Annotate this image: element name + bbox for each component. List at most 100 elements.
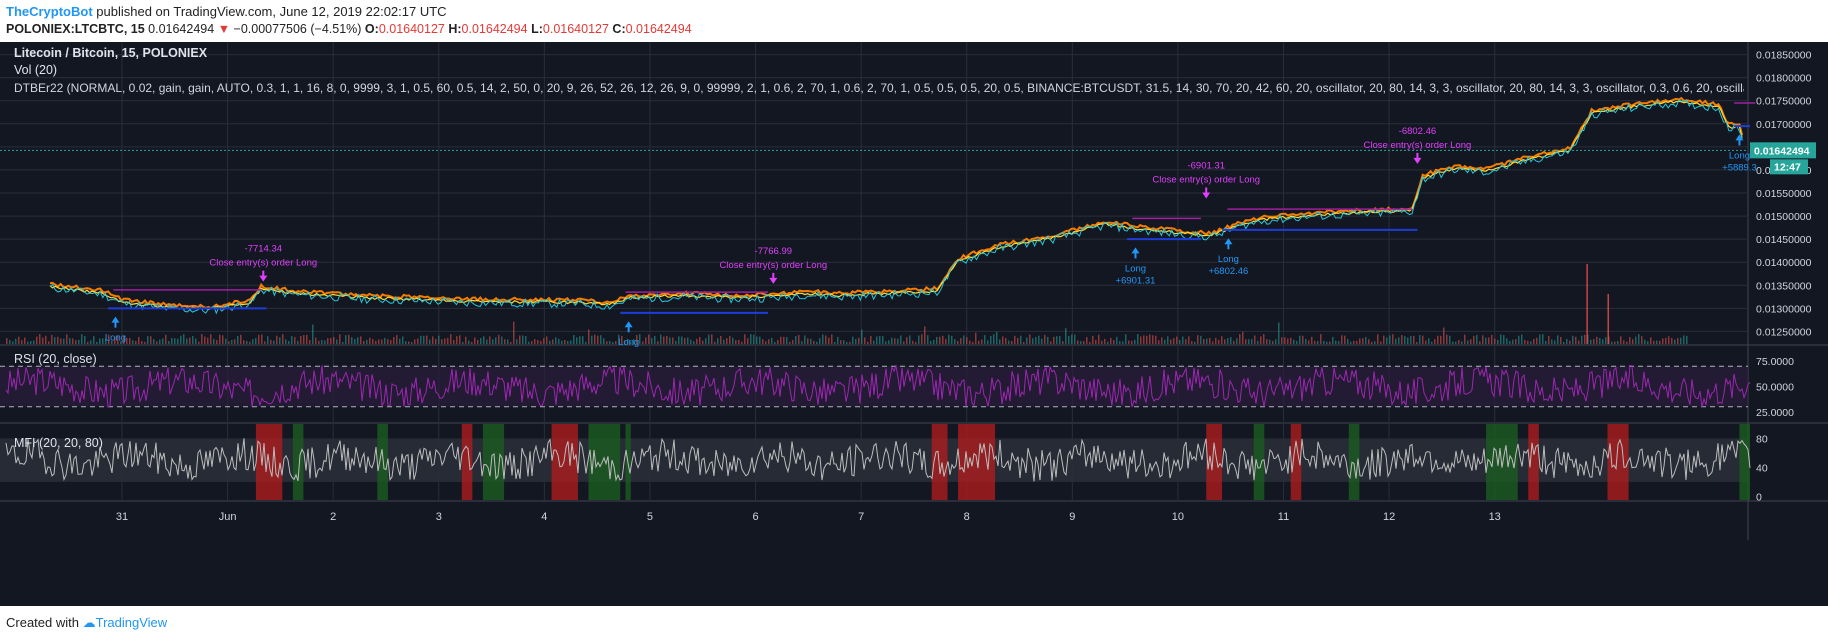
volume-bar — [1446, 334, 1448, 344]
volume-bar — [984, 335, 986, 344]
volume-bar — [498, 334, 500, 344]
volume-bar — [1368, 339, 1370, 344]
volume-bar — [471, 341, 473, 344]
volume-bar — [264, 341, 266, 344]
volume-bar — [960, 338, 962, 344]
mfi-oversold-band — [482, 424, 505, 500]
volume-bar — [237, 336, 239, 344]
volume-bar — [447, 337, 449, 344]
long-arrow-icon — [1224, 238, 1233, 250]
volume-bar — [735, 340, 737, 344]
volume-bar — [174, 338, 176, 344]
volume-bar — [1464, 334, 1466, 344]
volume-bar — [1650, 337, 1652, 344]
volume-bar — [1029, 334, 1031, 344]
volume-bar — [1272, 340, 1274, 344]
volume-bar — [1026, 337, 1028, 344]
volume-bar — [258, 334, 260, 344]
volume-bar — [1329, 341, 1331, 344]
volume-bar — [168, 341, 170, 344]
volume-bar — [489, 336, 491, 344]
volume-bar — [1569, 340, 1571, 344]
volume-bar — [1548, 335, 1550, 344]
volume-bar — [339, 334, 341, 344]
volume-bar — [849, 341, 851, 344]
volume-bar — [624, 341, 626, 344]
close-value: 0.01642494 — [625, 22, 692, 36]
chart-svg[interactable]: 31 Jun 2 3 4 5 6 7 8 9 10 11 12 13 0.01850000 0.0180000… — [0, 42, 1828, 606]
volume-bar — [222, 335, 224, 344]
volume-bar — [1113, 340, 1115, 344]
volume-bar — [915, 341, 917, 344]
volume-bar — [420, 335, 422, 344]
volume-bar — [1365, 336, 1367, 344]
volume-bar — [1614, 341, 1616, 344]
volume-bar — [15, 338, 17, 344]
mfi-overbought-band — [1528, 424, 1539, 500]
volume-bar — [6, 338, 8, 344]
volume-bar — [477, 339, 479, 344]
volume-bar — [396, 335, 398, 344]
symbol-label: POLONIEX:LTCBTC, 15 — [6, 22, 145, 36]
price-tick-label: 0.01350000 — [1756, 280, 1812, 292]
volume-bar — [1059, 336, 1061, 344]
volume-bar — [147, 336, 149, 344]
volume-bar — [912, 340, 914, 344]
price-tick-label: 0.01500000 — [1756, 211, 1812, 223]
volume-bar — [990, 335, 992, 344]
volume-bar — [1314, 340, 1316, 344]
volume-bar — [360, 336, 362, 344]
volume-bar — [96, 341, 98, 344]
rsi-pane-title[interactable]: RSI (20, close) — [14, 352, 97, 366]
volume-bar — [348, 334, 350, 344]
volume-bar — [354, 339, 356, 344]
volume-study-title[interactable]: Vol (20) — [14, 63, 58, 77]
mfi-overbought-band — [1290, 424, 1302, 500]
volume-bar — [195, 338, 197, 344]
tradingview-link[interactable]: TradingView — [95, 615, 168, 630]
volume-bar — [1641, 336, 1643, 344]
price-tick-label: 0.01300000 — [1756, 303, 1812, 315]
volume-bar — [1461, 341, 1463, 344]
publisher-name[interactable]: TheCryptoBot — [6, 4, 93, 19]
volume-bar — [366, 339, 368, 344]
volume-bar — [1383, 335, 1385, 344]
volume-bar — [543, 338, 545, 344]
volume-bar — [975, 332, 977, 344]
price-tick-label: 0.01750000 — [1756, 96, 1812, 108]
volume-spike-bar — [1586, 264, 1588, 344]
volume-bar — [1185, 339, 1187, 344]
volume-bar — [390, 339, 392, 344]
volume-bar — [936, 336, 938, 344]
volume-bar — [1335, 340, 1337, 344]
volume-bar — [654, 335, 656, 344]
volume-bar — [99, 338, 101, 344]
volume-bar — [1401, 335, 1403, 344]
volume-bar — [342, 341, 344, 344]
volume-bar — [1239, 334, 1241, 344]
volume-bar — [297, 340, 299, 344]
volume-bar — [1554, 340, 1556, 344]
volume-bar — [225, 338, 227, 344]
volume-bar — [60, 338, 62, 344]
volume-bar — [1347, 338, 1349, 344]
volume-bar — [1659, 340, 1661, 344]
volume-bar — [651, 337, 653, 344]
volume-bar — [57, 336, 59, 344]
chart-area[interactable]: 31 Jun 2 3 4 5 6 7 8 9 10 11 12 13 0.01850000 0.0180000… — [0, 42, 1828, 606]
volume-bar — [1488, 337, 1490, 344]
volume-bar — [1563, 341, 1565, 344]
volume-bar — [933, 339, 935, 344]
volume-bar — [1158, 340, 1160, 344]
volume-bar — [315, 337, 317, 344]
created-with-text: Created with — [6, 615, 79, 630]
close-label: Close entry(s) order Long — [719, 260, 827, 271]
time-tick-label: 7 — [858, 511, 864, 523]
time-tick-label: 13 — [1489, 511, 1501, 523]
volume-bar — [1467, 340, 1469, 344]
mfi-pane-title[interactable]: MFI (20, 20, 80) — [14, 436, 103, 450]
volume-bar — [1431, 341, 1433, 344]
volume-bar — [240, 334, 242, 344]
strategy-study-title[interactable]: DTBEr22 (NORMAL, 0.02, gain, gain, AUTO,… — [14, 81, 1744, 95]
volume-bar — [1047, 336, 1049, 344]
